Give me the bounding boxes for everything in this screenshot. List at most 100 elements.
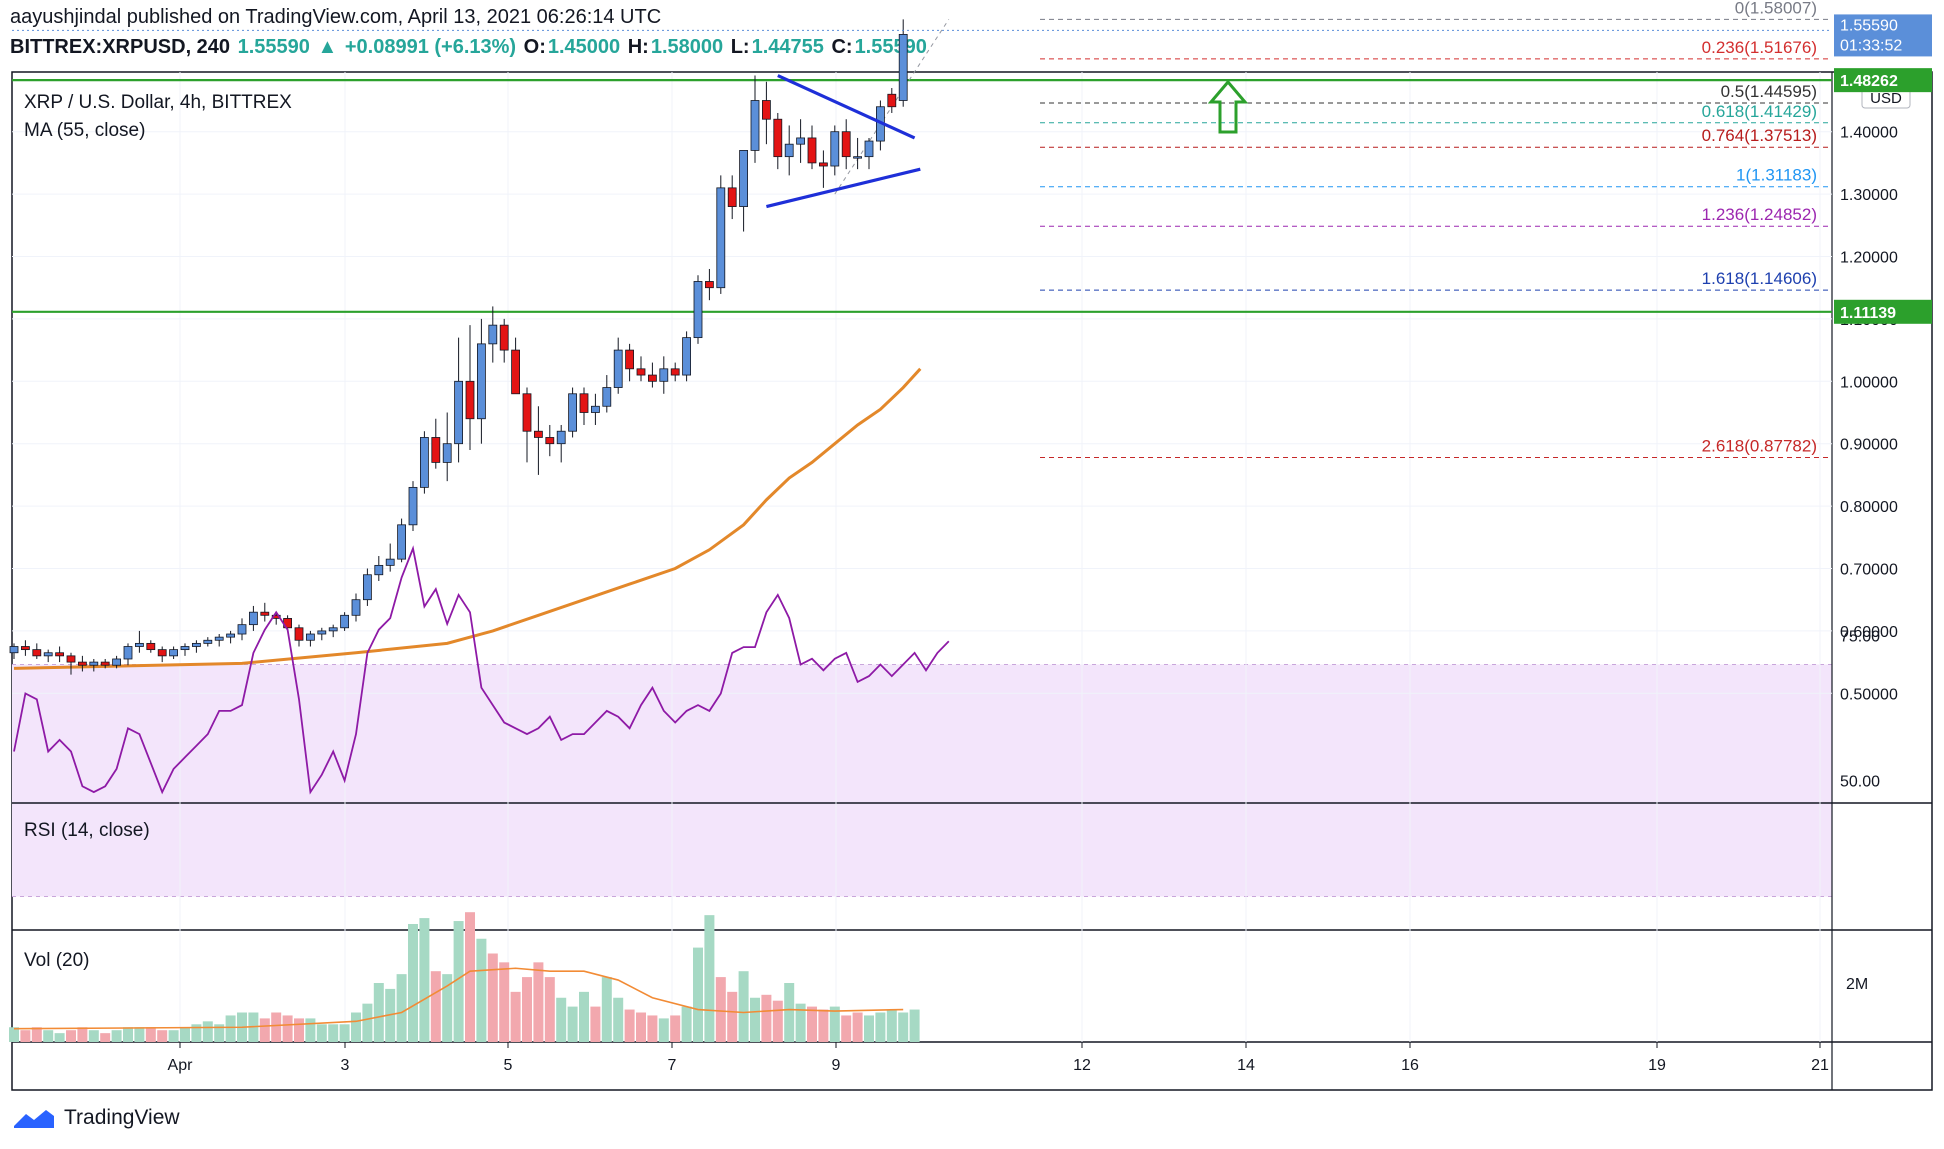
volume-bar [191, 1024, 202, 1042]
price-change: +0.08991 (+6.13%) [344, 36, 517, 58]
volume-tick-label: 2M [1846, 976, 1868, 993]
volume-bar [43, 1030, 54, 1042]
volume-bar [202, 1021, 213, 1042]
volume-bar [487, 953, 498, 1042]
candle-up [556, 430, 566, 445]
volume-bar [601, 977, 612, 1042]
volume-bar [180, 1027, 190, 1042]
volume-bar [784, 983, 795, 1042]
volume-bar [100, 1033, 111, 1042]
candle-up [739, 150, 748, 207]
symbol-label: BITTREX:XRPUSD, 240 [10, 36, 231, 58]
support-price-label: 1.11139 [1840, 305, 1896, 322]
candle-down [670, 368, 680, 376]
rsi-legend: RSI (14, close) [24, 820, 150, 841]
candle-up [454, 380, 464, 445]
rsi-band [12, 664, 1832, 897]
candle-up [488, 324, 498, 345]
time-tick-label: 7 [668, 1057, 677, 1074]
candle-up [602, 387, 612, 407]
time-tick-label: 12 [1073, 1057, 1091, 1074]
candle-up [328, 627, 338, 632]
volume-bar [430, 971, 441, 1042]
candle-up [693, 281, 703, 339]
volume-bar [31, 1027, 42, 1042]
time-tick-label: 21 [1811, 1057, 1829, 1074]
volume-bar [214, 1024, 225, 1042]
rsi-tick-label: 50.00 [1840, 774, 1880, 791]
candle-up [898, 34, 908, 101]
candle-down [819, 162, 828, 167]
support-price-tag [1834, 299, 1932, 324]
candle-up [317, 630, 327, 635]
low-label: L: [730, 36, 750, 58]
candle-up [591, 405, 600, 413]
candle-down [625, 349, 634, 370]
candle-up [397, 524, 407, 560]
volume-bar [807, 1006, 817, 1042]
volume-bar [727, 991, 738, 1042]
volume-bar [681, 1006, 692, 1042]
volume-bar [145, 1027, 156, 1042]
price-tick-label: 0.60000 [1840, 624, 1898, 641]
candle-down [499, 324, 509, 351]
candle-down [807, 137, 817, 164]
countdown-label: 01:33:52 [1840, 37, 1902, 54]
candle-up [305, 633, 315, 641]
candle-up [226, 633, 236, 638]
candle-up [89, 661, 99, 666]
volume-bar [453, 921, 464, 1042]
volume-bar [88, 1030, 99, 1042]
volume-bar [579, 991, 589, 1042]
candle-up [830, 131, 840, 167]
candle-down [100, 661, 110, 666]
triangle-lower-trendline [766, 167, 921, 209]
volume-bar [864, 1015, 874, 1042]
candle-down [579, 393, 589, 413]
breakout-arrow-icon [1207, 79, 1249, 134]
close-value: 1.55590 [854, 36, 927, 58]
volume-bar [499, 962, 510, 1042]
fib-label: 1.618(1.14606) [1702, 269, 1817, 288]
fib-label: 2.618(0.87782) [1702, 437, 1817, 456]
volume-bar [396, 974, 407, 1042]
price-tick-label: 1.40000 [1840, 125, 1898, 142]
volume-bar [829, 1006, 840, 1042]
volume-bar [408, 924, 418, 1042]
volume-bar [556, 997, 567, 1042]
volume-bar [442, 974, 453, 1042]
candle-down [887, 93, 897, 108]
currency-label: USD [1870, 90, 1902, 107]
tradingview-logo-icon [14, 1110, 54, 1128]
price-tick-label: 0.90000 [1840, 437, 1898, 454]
footer-brand: TradingView [64, 1106, 180, 1129]
candle-up [340, 614, 350, 629]
candle-up [248, 611, 258, 626]
volume-bar [658, 1018, 669, 1042]
resistance-price-label: 1.48262 [1840, 73, 1898, 90]
volume-legend: Vol (20) [24, 950, 89, 971]
up-triangle-icon: ▲ [317, 36, 338, 58]
volume-bar [818, 1009, 829, 1042]
candle-up [476, 343, 486, 420]
volume-bar [111, 1030, 122, 1042]
time-tick-label: 19 [1648, 1057, 1666, 1074]
candle-up [112, 658, 121, 666]
volume-bar [590, 1006, 601, 1042]
ma-legend: MA (55, close) [24, 120, 145, 141]
candle-down [545, 437, 555, 445]
ohlc-legend: BITTREX:XRPUSD, 240 1.55590 ▲ +0.08991 (… [10, 36, 929, 59]
candle-down [294, 627, 304, 641]
volume-bar [476, 938, 487, 1042]
chart-area[interactable]: 0(1.58007) 0.236(1.51676) 0.5(1.44595)0.61… [0, 0, 1944, 1100]
candle-up [659, 368, 669, 382]
volume-bar [465, 912, 475, 1042]
candle-up [442, 443, 452, 463]
candle-down [648, 374, 657, 382]
last-price: 1.55590 [237, 36, 310, 58]
candle-down [55, 652, 64, 657]
volume-bar [316, 1024, 327, 1042]
fib-label: 1(1.31183) [1736, 166, 1817, 185]
volume-bar [750, 997, 760, 1042]
volume-bar [362, 1003, 373, 1042]
